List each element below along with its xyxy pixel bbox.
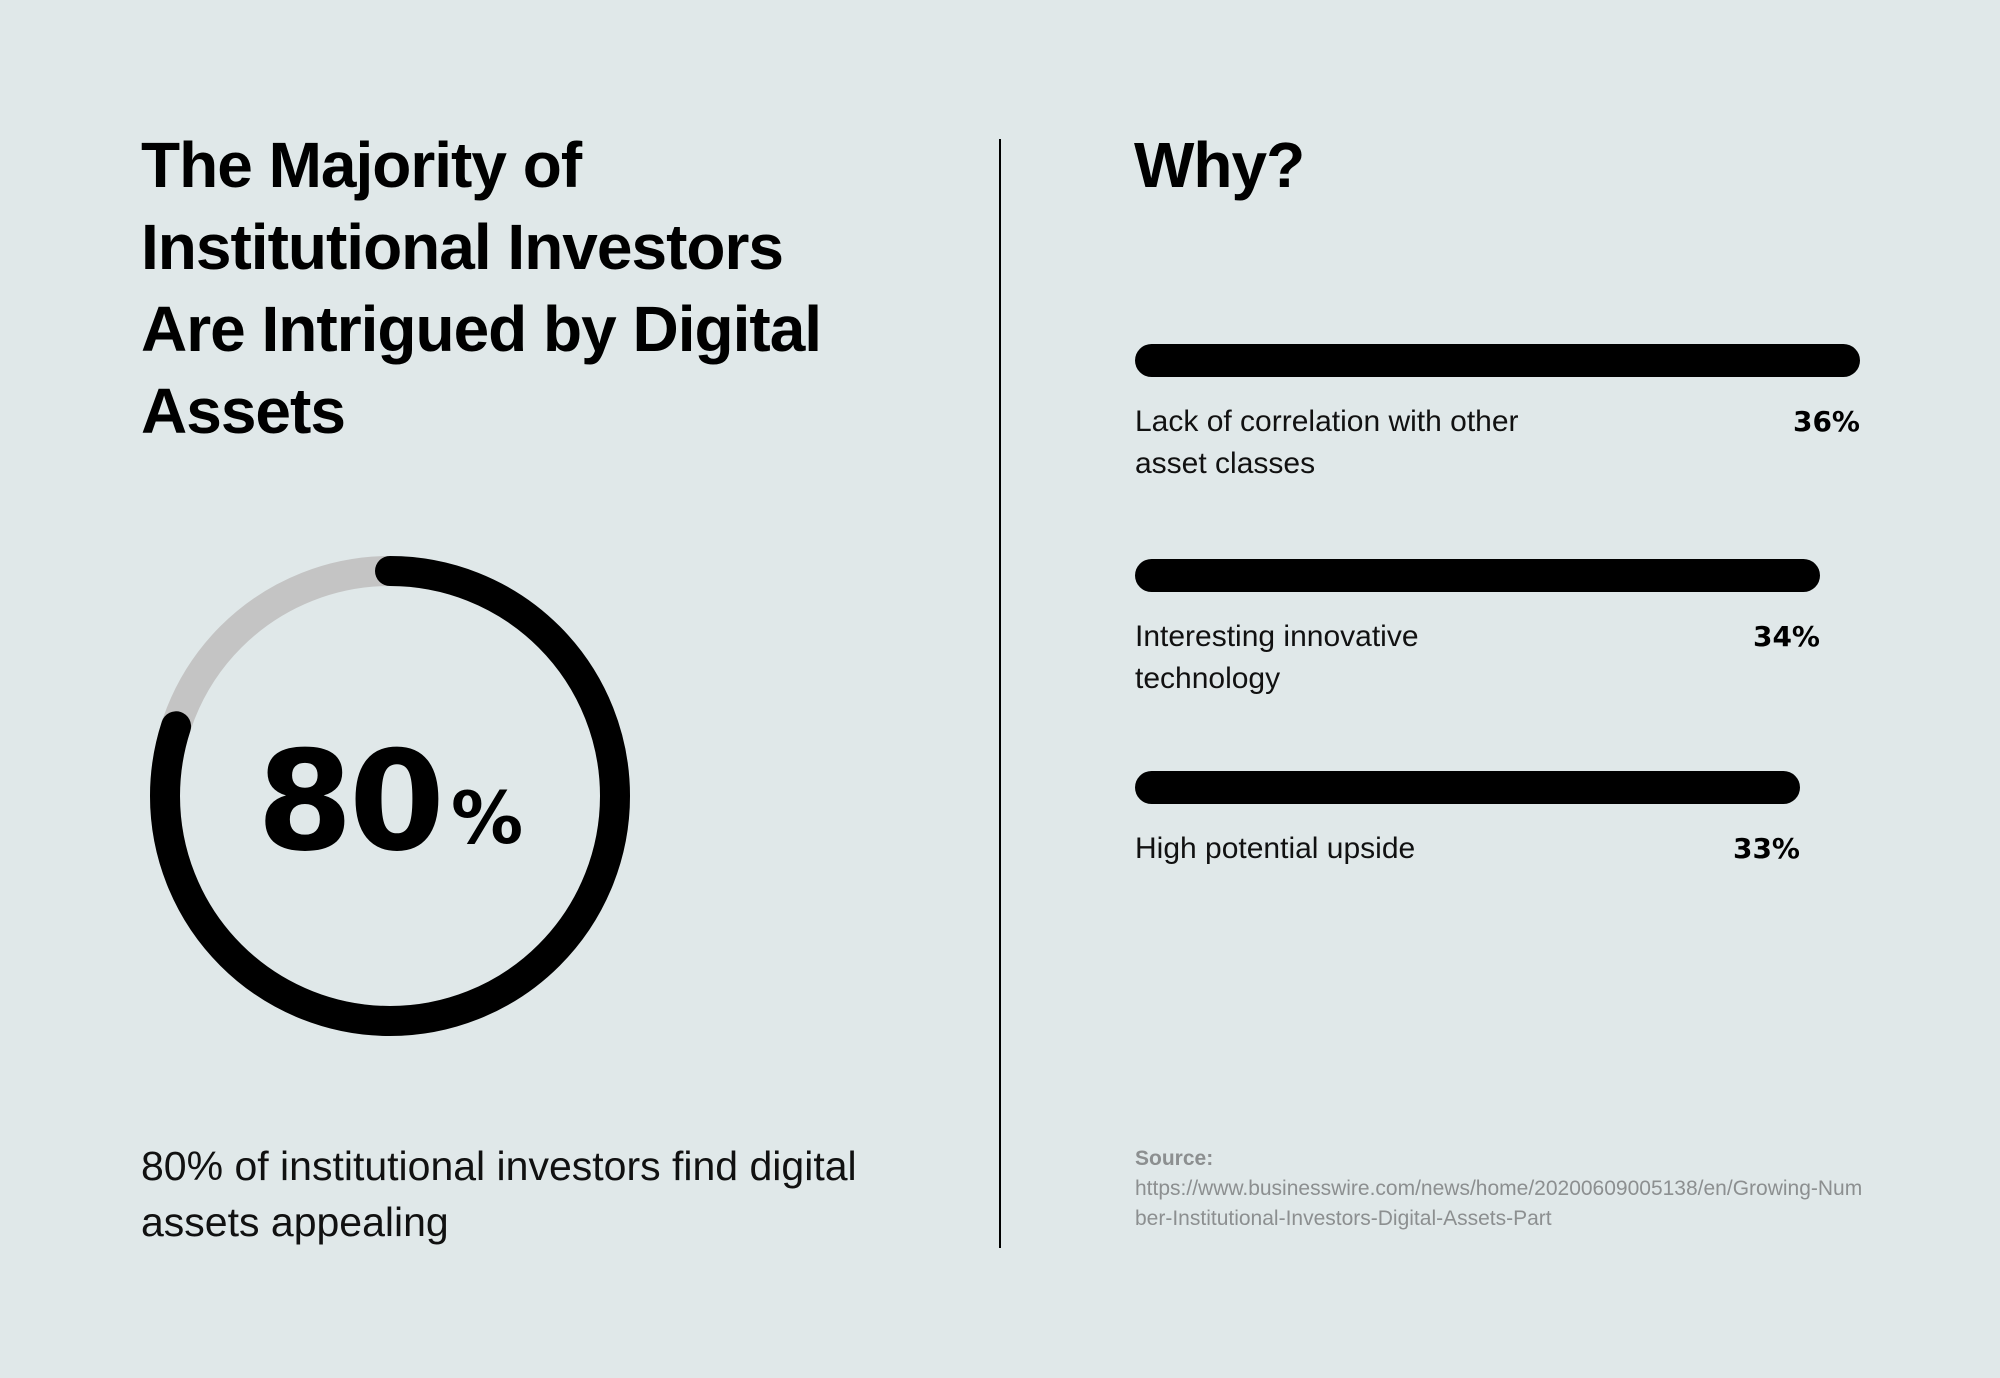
vertical-divider (999, 139, 1001, 1248)
bar-fill (1135, 771, 1800, 804)
source-label: Source: (1135, 1147, 1214, 1170)
donut-ring (150, 556, 630, 1036)
donut-value-arc (150, 556, 630, 1036)
bar-track (1135, 344, 1895, 377)
bar-item-technology: Interesting innovative technology 34% (1135, 559, 1895, 700)
why-title: Why? (1134, 129, 1305, 201)
bar-label: High potential upside (1135, 832, 1416, 865)
bar-value: 33% (1732, 832, 1800, 865)
bar-fill (1135, 344, 1860, 377)
stat-caption: 80% of institutional investors find digi… (141, 1143, 857, 1245)
donut-chart (150, 556, 630, 1036)
bar-meta: High potential upside 33% (1135, 828, 1895, 870)
bar-item-upside: High potential upside 33% (1135, 771, 1895, 870)
bar-track (1135, 559, 1895, 592)
bar-meta: Interesting innovative technology 34% (1135, 616, 1895, 700)
stat-unit: % (450, 776, 524, 860)
bar-label: Lack of correlation with other asset cla… (1135, 405, 1519, 480)
source-url[interactable]: https://www.businesswire.com/news/home/2… (1135, 1177, 1863, 1230)
bar-fill (1135, 559, 1820, 592)
bar-track (1135, 771, 1895, 804)
bar-value: 34% (1752, 620, 1820, 653)
bar-value: 36% (1792, 405, 1860, 438)
big-stat: 80 % (150, 556, 630, 1036)
main-title: The Majority of Institutional Investors … (141, 129, 822, 447)
bar-meta: Lack of correlation with other asset cla… (1135, 401, 1895, 485)
bar-label: Interesting innovative technology (1135, 620, 1419, 695)
stat-value: 80 (256, 721, 445, 882)
bar-item-correlation: Lack of correlation with other asset cla… (1135, 344, 1895, 485)
source-note: Source: https://www.businesswire.com/new… (1135, 1144, 1870, 1234)
